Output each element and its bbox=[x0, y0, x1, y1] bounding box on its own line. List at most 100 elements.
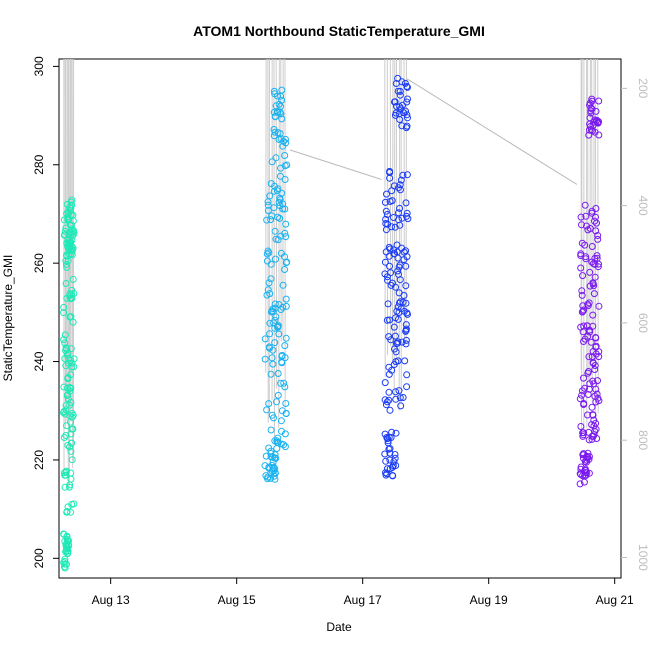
data-point bbox=[400, 109, 407, 117]
data-point bbox=[282, 334, 290, 342]
data-point bbox=[393, 340, 400, 348]
data-point bbox=[63, 345, 70, 353]
data-point bbox=[580, 478, 588, 486]
data-point bbox=[270, 87, 278, 95]
data-point bbox=[60, 216, 68, 224]
data-point bbox=[264, 286, 272, 294]
data-point bbox=[397, 305, 405, 313]
data-point bbox=[264, 247, 272, 255]
data-point bbox=[271, 316, 279, 324]
data-point bbox=[579, 307, 587, 315]
data-point bbox=[68, 229, 76, 237]
data-point bbox=[395, 387, 403, 395]
data-point bbox=[389, 472, 397, 480]
data-point bbox=[382, 207, 390, 215]
data-point bbox=[270, 187, 278, 195]
chart-title: ATOM1 Northbound StaticTemperature_GMI bbox=[193, 23, 485, 39]
data-point bbox=[266, 319, 274, 327]
data-point bbox=[584, 449, 592, 457]
data-point bbox=[65, 483, 73, 491]
data-point bbox=[60, 383, 68, 391]
data-point bbox=[263, 216, 271, 224]
data-point bbox=[580, 338, 587, 345]
data-point bbox=[270, 204, 278, 212]
data-point bbox=[63, 508, 71, 515]
data-point bbox=[382, 248, 390, 256]
data-point bbox=[67, 418, 74, 426]
data-point bbox=[281, 152, 289, 159]
data-point bbox=[66, 387, 74, 395]
data-point bbox=[585, 353, 593, 361]
data-point bbox=[392, 388, 399, 396]
data-point bbox=[282, 220, 290, 228]
data-point bbox=[283, 258, 291, 266]
data-point bbox=[62, 261, 70, 268]
data-point bbox=[391, 332, 399, 340]
data-point bbox=[381, 430, 389, 438]
data-point bbox=[64, 441, 72, 449]
data-point bbox=[402, 299, 410, 307]
data-point bbox=[69, 275, 77, 283]
data-point bbox=[272, 154, 280, 162]
data-point bbox=[403, 209, 411, 217]
data-point bbox=[578, 221, 585, 229]
y-tick-label: 280 bbox=[32, 154, 46, 174]
y-axis-right: 200 400 600 800 1000 bbox=[621, 78, 650, 571]
data-point bbox=[391, 451, 399, 458]
data-point bbox=[65, 215, 73, 223]
data-point bbox=[402, 336, 410, 344]
data-point bbox=[394, 357, 402, 365]
data-point bbox=[274, 322, 282, 330]
data-point bbox=[267, 216, 275, 224]
data-point bbox=[587, 109, 595, 117]
data-point bbox=[281, 205, 289, 213]
y-right-tick-label: 800 bbox=[636, 430, 650, 450]
profile-lines bbox=[63, 58, 599, 490]
data-point bbox=[61, 483, 69, 491]
data-point bbox=[67, 345, 75, 353]
data-point bbox=[267, 469, 275, 477]
data-point bbox=[61, 560, 69, 568]
data-point bbox=[382, 457, 390, 465]
profile-line bbox=[273, 58, 275, 445]
data-point bbox=[271, 227, 279, 235]
data-point bbox=[394, 315, 402, 323]
data-point bbox=[265, 400, 273, 408]
data-point bbox=[586, 114, 594, 122]
data-point bbox=[279, 281, 287, 289]
data-point bbox=[586, 99, 594, 107]
data-point bbox=[576, 395, 584, 403]
data-point bbox=[269, 360, 277, 368]
y-tick-label: 220 bbox=[32, 450, 46, 470]
data-point bbox=[63, 536, 71, 543]
data-point bbox=[383, 211, 391, 218]
data-point bbox=[67, 295, 75, 303]
data-point bbox=[63, 294, 71, 302]
data-point bbox=[264, 207, 272, 214]
data-point bbox=[403, 171, 411, 179]
data-point bbox=[68, 363, 76, 371]
data-point bbox=[595, 260, 602, 268]
data-point bbox=[384, 437, 392, 445]
data-point bbox=[584, 226, 592, 234]
data-point bbox=[589, 279, 597, 287]
data-point bbox=[395, 270, 402, 278]
data-point bbox=[271, 128, 279, 136]
data-point bbox=[262, 452, 270, 460]
data-point bbox=[268, 411, 276, 419]
data-point bbox=[270, 463, 278, 471]
data-point bbox=[396, 186, 404, 194]
data-point bbox=[282, 400, 290, 407]
data-point bbox=[400, 292, 408, 299]
data-point bbox=[281, 443, 289, 451]
data-point bbox=[578, 239, 586, 247]
data-point bbox=[271, 304, 279, 312]
data-point bbox=[587, 122, 594, 130]
data-point bbox=[396, 204, 404, 212]
data-point bbox=[263, 257, 271, 265]
data-point bbox=[66, 207, 74, 215]
data-point bbox=[391, 454, 399, 462]
data-point bbox=[384, 300, 392, 308]
data-point bbox=[585, 131, 593, 139]
data-point bbox=[580, 401, 588, 408]
